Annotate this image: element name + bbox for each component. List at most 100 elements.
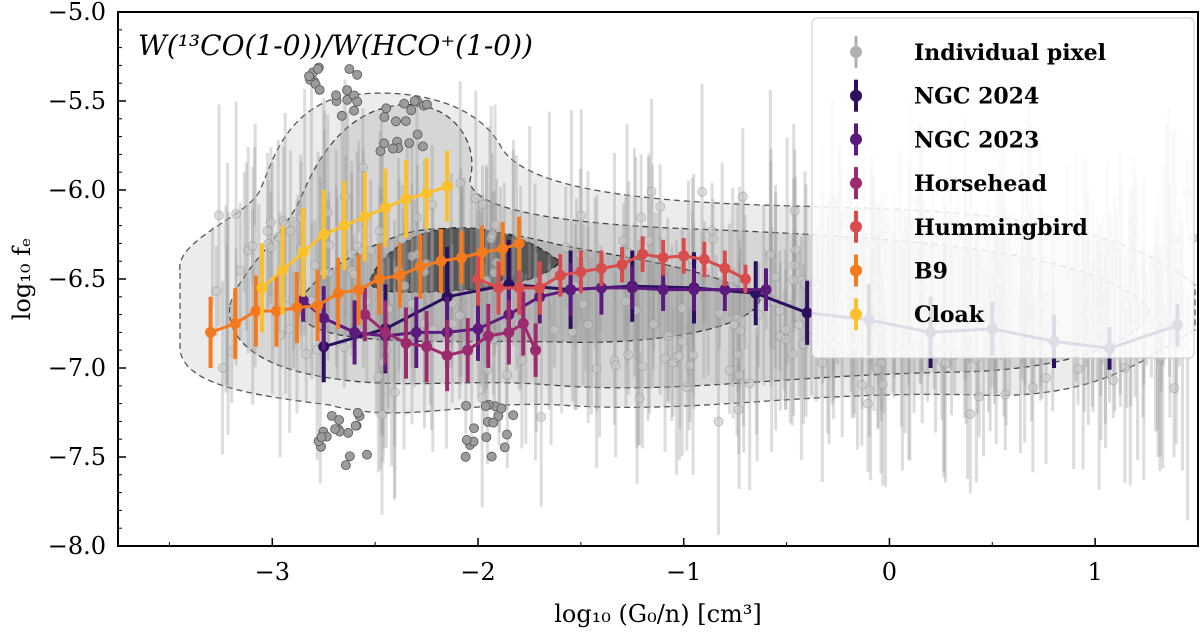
pixel-point — [502, 369, 513, 380]
legend-box — [811, 17, 1195, 359]
pixel-point — [211, 286, 222, 297]
pixel-point — [469, 423, 479, 434]
pixel-point — [623, 350, 634, 360]
data-point — [312, 300, 324, 312]
chart-title: W(¹³CO(1-0))/W(HCO⁺(1-0)) — [138, 29, 533, 62]
pixel-point — [350, 420, 361, 431]
pixel-point — [336, 110, 347, 121]
x-tick-label: −1 — [666, 558, 701, 586]
pixel-point — [343, 427, 354, 438]
data-point — [719, 284, 731, 296]
pixel-point — [326, 410, 337, 421]
pixel-point — [872, 364, 883, 375]
pixel-point — [787, 349, 798, 359]
pixel-point — [940, 358, 951, 369]
data-point — [472, 323, 484, 335]
data-point — [698, 253, 710, 265]
pixel-point — [217, 362, 228, 373]
data-point — [229, 318, 241, 329]
x-tick-label: −2 — [460, 558, 495, 586]
data-point — [657, 284, 669, 296]
pixel-point — [486, 451, 497, 462]
pixel-point — [789, 205, 800, 216]
pixel-point — [707, 225, 717, 236]
pixel-point — [734, 370, 745, 381]
data-point — [421, 188, 433, 200]
pixel-point — [974, 391, 985, 402]
data-point — [657, 252, 669, 264]
pixel-point — [637, 361, 648, 372]
data-point — [373, 273, 385, 285]
legend-marker-dot — [850, 46, 862, 58]
data-point — [332, 287, 344, 299]
data-point — [435, 255, 447, 267]
pixel-point — [733, 404, 744, 415]
data-point — [462, 344, 474, 356]
pixel-point — [373, 372, 384, 382]
legend-marker-dot — [850, 220, 862, 233]
legend-marker-dot — [850, 264, 862, 277]
series-line — [363, 313, 537, 358]
data-point — [554, 269, 566, 281]
pixel-point — [1169, 383, 1179, 394]
pixel-point — [1119, 362, 1130, 373]
pixel-point — [790, 244, 801, 255]
data-point — [250, 305, 262, 317]
pixel-point — [340, 460, 351, 471]
pixel-point — [780, 324, 791, 335]
data-point — [277, 264, 289, 276]
pixel-point — [1108, 375, 1119, 386]
y-tick-label: −8.0 — [48, 532, 106, 560]
data-point — [688, 284, 700, 296]
pixel-point — [344, 451, 355, 462]
pixel-point — [262, 226, 273, 237]
data-point — [359, 309, 371, 321]
legend-label: B9 — [914, 259, 948, 285]
data-point — [338, 220, 350, 232]
data-point — [626, 282, 638, 294]
pixel-point — [578, 299, 589, 310]
data-point — [379, 202, 391, 214]
pixel-point — [724, 365, 735, 376]
data-point — [205, 326, 217, 338]
pixel-point — [352, 96, 363, 107]
pixel-point — [406, 105, 417, 116]
pixel-point — [400, 116, 411, 126]
data-point — [359, 211, 371, 223]
pixel-point — [789, 260, 800, 271]
pixel-point — [560, 242, 571, 253]
pixel-point — [877, 379, 888, 390]
x-tick-label: 0 — [882, 558, 897, 586]
data-point — [637, 248, 649, 260]
pixel-point — [391, 116, 401, 127]
data-point — [456, 252, 468, 264]
legend-label: Individual pixel — [914, 40, 1106, 66]
pixel-point — [331, 90, 341, 101]
data-point — [801, 307, 813, 319]
pixel-point — [674, 351, 685, 361]
data-point — [414, 261, 426, 273]
pixel-point — [780, 334, 791, 345]
pixel-point — [1041, 372, 1051, 383]
pixel-point — [324, 239, 335, 250]
pixel-point — [965, 408, 976, 419]
pixel-point — [342, 94, 353, 105]
pixel-point — [388, 143, 398, 154]
data-point — [400, 193, 412, 205]
pixel-point — [470, 193, 481, 204]
y-tick-label: −7.0 — [48, 354, 106, 382]
pixel-point — [304, 71, 314, 82]
pixel-point — [214, 210, 224, 221]
legend-label: Horsehead — [914, 171, 1047, 197]
x-axis-label: log₁₀ (G₀/n) [cm³] — [554, 600, 762, 628]
pixel-point — [481, 432, 492, 443]
pixel-point — [231, 208, 242, 219]
y-tick-label: −7.5 — [48, 443, 106, 471]
pixel-point — [486, 233, 496, 244]
pixel-point — [411, 212, 422, 223]
y-axis-label: log₁₀ fₑ — [8, 238, 36, 321]
pixel-point — [660, 353, 670, 364]
pixel-point — [316, 432, 327, 443]
data-point — [270, 305, 282, 317]
